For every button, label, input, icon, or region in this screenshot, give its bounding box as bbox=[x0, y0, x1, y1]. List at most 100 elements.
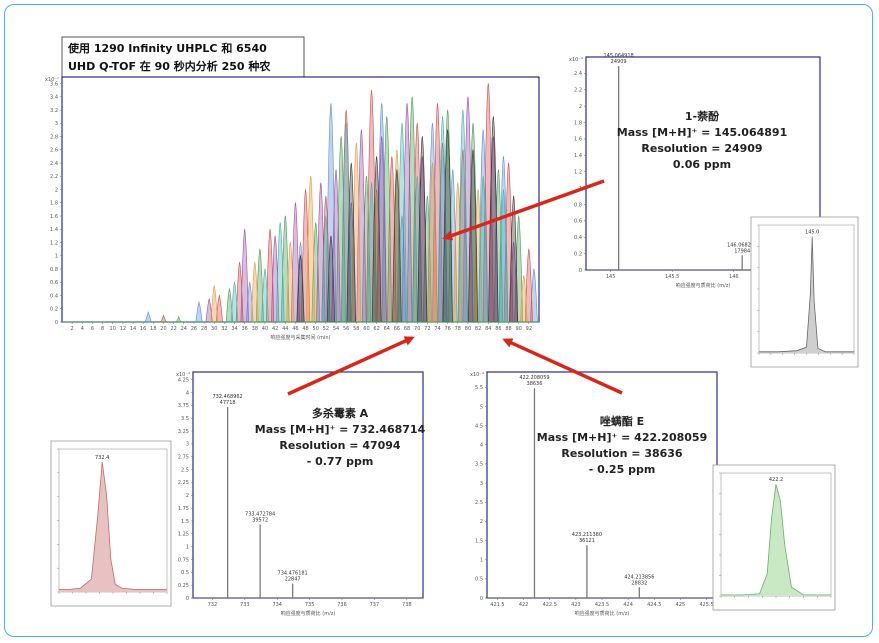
arrow-naphthol bbox=[442, 179, 605, 241]
y-tick-label: 3 bbox=[55, 121, 58, 127]
tic-peak bbox=[240, 228, 249, 323]
peak-label: 422.208059 bbox=[519, 375, 549, 381]
inset-line bbox=[759, 236, 854, 353]
tic-peak bbox=[306, 175, 316, 323]
plot-frame bbox=[61, 76, 540, 323]
y-tick-label: 1.4 bbox=[574, 153, 582, 159]
tic-peak bbox=[422, 195, 432, 323]
y-tick-label: 3.25 bbox=[178, 429, 189, 435]
tic-series bbox=[230, 109, 508, 323]
x-tick-label: 425 bbox=[676, 602, 686, 608]
x-tick-label: 16 bbox=[140, 326, 146, 332]
y-tick-label: 4.5 bbox=[475, 423, 483, 429]
tic-peak bbox=[311, 221, 320, 323]
annotation-compound-name: 1-萘酚 bbox=[685, 109, 720, 123]
y-tick-label: 0 bbox=[480, 596, 483, 602]
x-tick-label: 52 bbox=[323, 326, 329, 332]
y-tick-label: 2.5 bbox=[181, 467, 189, 473]
tic-peak bbox=[351, 142, 362, 323]
x-tick-label: 86 bbox=[495, 326, 501, 332]
y-tick-label: 3.75 bbox=[178, 403, 189, 409]
inset-peak-label: 422.2 bbox=[769, 477, 783, 483]
spinosad-spectrum-chart: 0 0.25 0.5 0.75 1 1.25 1.5 1.75 2 2.25 2.5 2.75 3 3.2… bbox=[176, 371, 426, 617]
x-axis-label: 响应强度与质荷比 (m/z) bbox=[281, 610, 336, 617]
y-tick-label: 1.8 bbox=[50, 201, 58, 207]
y-multiplier-label: x10⁻⁷ bbox=[45, 77, 59, 83]
y-tick-label: 0.6 bbox=[574, 219, 582, 225]
x-tick-label: 36 bbox=[241, 326, 247, 332]
y-tick-label: 1.5 bbox=[181, 519, 189, 525]
tic-peak bbox=[174, 315, 183, 323]
y-tick-label: 0.8 bbox=[574, 202, 582, 208]
x-tick-label: 736 bbox=[337, 602, 347, 608]
tic-peak bbox=[482, 82, 494, 323]
y-tick-label: 3.5 bbox=[181, 416, 189, 422]
peak-resolution-label: 36121 bbox=[579, 538, 595, 544]
y-tick-label: 2.2 bbox=[574, 88, 582, 94]
tic-peak bbox=[473, 188, 483, 323]
y-tick-label: 1.75 bbox=[178, 506, 189, 512]
y-tick-label: 1 bbox=[480, 557, 483, 563]
tic-peak bbox=[392, 168, 402, 323]
x-tick-label: 58 bbox=[353, 326, 359, 332]
y-tick-label: 5.5 bbox=[475, 385, 483, 391]
x-tick-label: 2 bbox=[71, 326, 74, 332]
inset-line bbox=[59, 461, 167, 590]
annotation-ppm: - 0.77 ppm bbox=[307, 455, 374, 468]
y-multiplier-label: x10⁻⁴ bbox=[470, 372, 484, 378]
plot-frame bbox=[486, 371, 718, 599]
y-tick-label: 2 bbox=[579, 104, 582, 110]
inset-line bbox=[721, 484, 831, 596]
y-tick-label: 2 bbox=[55, 187, 58, 193]
x-tick-label: 424 bbox=[623, 602, 633, 608]
x-tick-label: 22 bbox=[170, 326, 176, 332]
tic-peak bbox=[509, 195, 519, 323]
x-tick-label: 422.5 bbox=[543, 602, 557, 608]
y-tick-label: 1.2 bbox=[574, 169, 582, 175]
x-tick-label: 74 bbox=[434, 326, 440, 332]
tic-peak bbox=[346, 162, 356, 323]
tic-peak bbox=[286, 241, 295, 323]
tic-peak bbox=[366, 182, 377, 323]
y-tick-label: 1.8 bbox=[574, 120, 582, 126]
x-tick-label: 64 bbox=[384, 326, 390, 332]
x-tick-label: 20 bbox=[160, 326, 166, 332]
tic-peak bbox=[412, 175, 422, 323]
tic-peak bbox=[230, 281, 239, 323]
x-tick-label: 423 bbox=[571, 602, 581, 608]
y-tick-label: 0.4 bbox=[574, 235, 582, 241]
y-tick-label: 3.2 bbox=[50, 108, 58, 114]
y-tick-label: 2.6 bbox=[50, 148, 58, 154]
x-tick-label: 737 bbox=[370, 602, 380, 608]
tic-peak bbox=[326, 235, 336, 323]
arrow-spinosad bbox=[287, 336, 415, 396]
x-tick-label: 146 bbox=[729, 274, 739, 280]
annotation-resolution: Resolution = 24909 bbox=[641, 142, 762, 155]
x-tick-label: 68 bbox=[404, 326, 410, 332]
y-tick-label: 0.6 bbox=[50, 280, 58, 286]
x-tick-label: 421.5 bbox=[490, 602, 504, 608]
tic-peak bbox=[427, 122, 438, 323]
y-tick-label: 5 bbox=[480, 404, 483, 410]
tic-peak bbox=[417, 135, 428, 323]
y-tick-label: 0.25 bbox=[178, 583, 189, 589]
x-tick-label: 40 bbox=[262, 326, 268, 332]
tic-peak bbox=[468, 149, 478, 323]
x-tick-label: 90 bbox=[516, 326, 522, 332]
tic-series bbox=[296, 116, 519, 323]
inset-peak-label: 145.0 bbox=[805, 230, 819, 236]
annotation-compound-name: 多杀霉素 A bbox=[312, 406, 369, 420]
tic-peak bbox=[387, 155, 397, 323]
y-tick-label: 4.25 bbox=[178, 378, 189, 384]
y-tick-label: 3.4 bbox=[50, 95, 58, 101]
y-tick-label: 2 bbox=[186, 493, 189, 499]
tic-peak bbox=[381, 116, 392, 323]
tic-peak bbox=[392, 149, 402, 323]
eic-inset-right-top: 145.0 bbox=[750, 216, 859, 368]
x-tick-label: 82 bbox=[475, 326, 481, 332]
y-tick-label: 3 bbox=[186, 442, 189, 448]
x-tick-label: 50 bbox=[313, 326, 319, 332]
x-tick-label: 145.5 bbox=[665, 274, 679, 280]
x-tick-label: 4 bbox=[81, 326, 84, 332]
